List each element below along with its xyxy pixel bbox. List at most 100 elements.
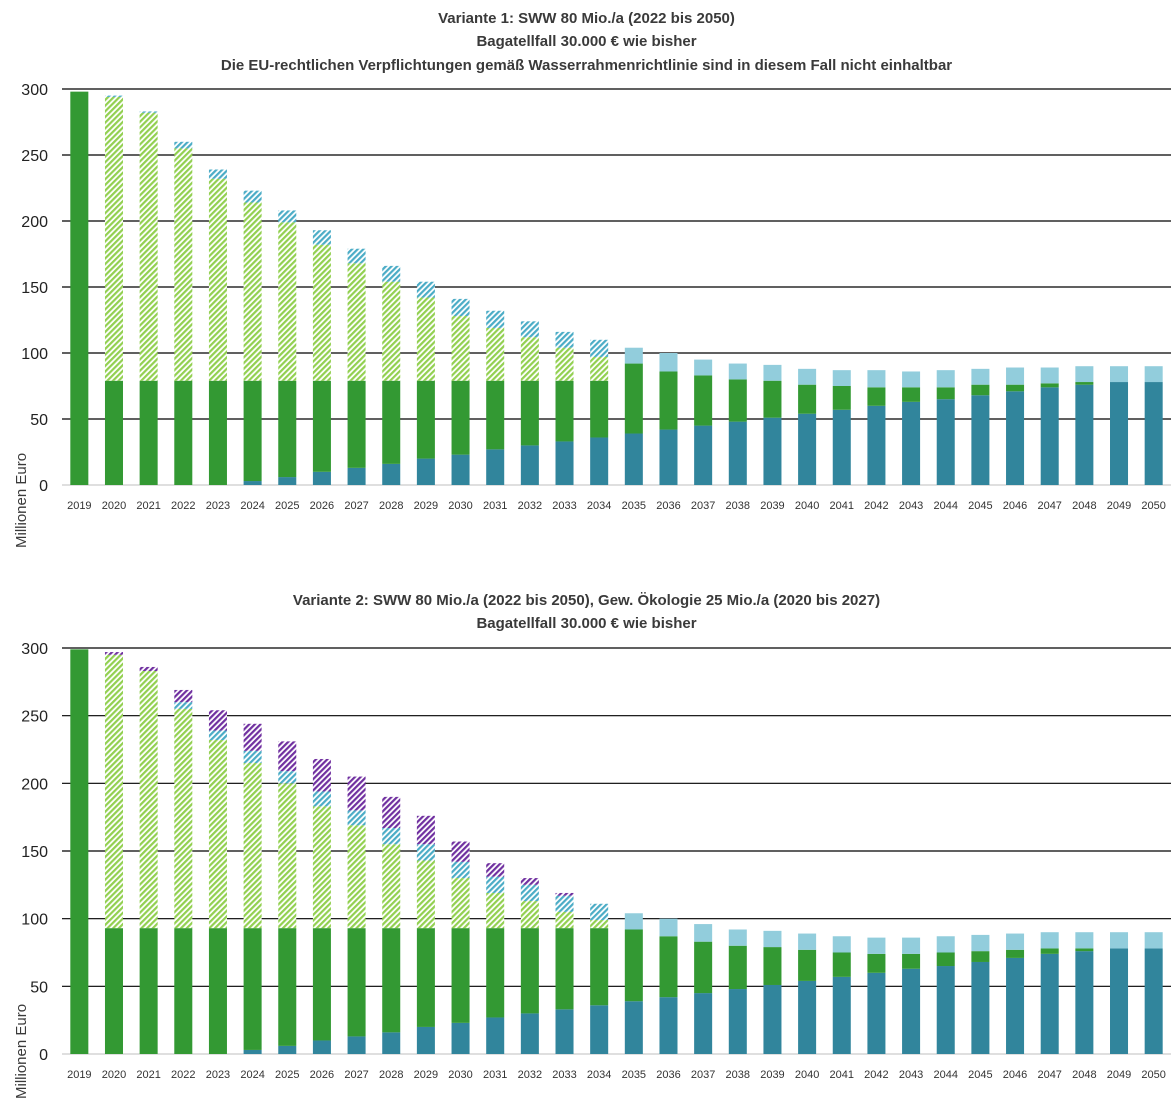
bar-segment xyxy=(520,884,539,902)
bar-segment xyxy=(867,387,886,406)
bar-segment xyxy=(1144,948,1163,1054)
bar-segment xyxy=(832,386,851,410)
bar-segment xyxy=(1006,384,1025,392)
bar-segment xyxy=(902,401,921,485)
x-tick-label: 2034 xyxy=(587,1069,611,1081)
x-tick-label: 2019 xyxy=(67,500,91,512)
bar-segment xyxy=(590,380,609,438)
bar-segment xyxy=(139,671,158,929)
bar-segment xyxy=(347,810,366,826)
bar-segment xyxy=(520,1013,539,1054)
bar-segment xyxy=(278,1045,297,1054)
bar-segment xyxy=(728,989,747,1054)
bar-segment xyxy=(243,1049,262,1054)
bar-segment xyxy=(174,689,193,703)
x-tick-label: 2022 xyxy=(171,1069,195,1081)
bar-segment xyxy=(278,222,297,381)
bar-segment xyxy=(243,380,262,482)
bar-segment xyxy=(902,371,921,388)
bar-segment xyxy=(971,961,990,1054)
x-tick-label: 2042 xyxy=(864,1069,888,1081)
bar-segment xyxy=(694,359,713,376)
y-tick-label: 50 xyxy=(30,412,48,429)
bar-segment xyxy=(936,370,955,388)
x-tick-label: 2028 xyxy=(379,1069,403,1081)
bar-segment xyxy=(867,937,886,954)
bar-segment xyxy=(451,1022,470,1054)
x-tick-label: 2034 xyxy=(587,500,611,512)
y-tick-label: 150 xyxy=(21,280,48,297)
bar-segment xyxy=(312,928,331,1041)
x-tick-label: 2029 xyxy=(414,1069,438,1081)
x-tick-label: 2037 xyxy=(691,1069,715,1081)
x-tick-label: 2035 xyxy=(622,500,646,512)
bar-segment xyxy=(1006,367,1025,385)
bar-segment xyxy=(416,928,435,1027)
x-tick-label: 2025 xyxy=(275,500,299,512)
bar-segment xyxy=(728,945,747,990)
bar-segment xyxy=(902,387,921,402)
bar-segment xyxy=(694,425,713,485)
bar-segment xyxy=(382,928,401,1033)
x-tick-label: 2021 xyxy=(136,1069,160,1081)
bar-segment xyxy=(624,347,643,364)
bar-segment xyxy=(347,928,366,1037)
bar-segment xyxy=(451,928,470,1023)
bar-segment xyxy=(243,202,262,381)
bar-segment xyxy=(520,337,539,381)
x-tick-label: 2039 xyxy=(760,500,784,512)
bar-segment xyxy=(832,409,851,485)
bar-segment xyxy=(971,368,990,385)
bar-segment xyxy=(1075,382,1094,385)
bar-segment xyxy=(1075,932,1094,949)
bar-segment xyxy=(555,895,574,912)
bar-segment xyxy=(347,263,366,381)
bar-segment xyxy=(590,903,609,921)
bar-segment xyxy=(312,471,331,485)
bar-segment xyxy=(520,878,539,885)
y-tick-label: 250 xyxy=(21,148,48,165)
bar-segment xyxy=(278,771,297,784)
bar-segment xyxy=(798,384,817,414)
x-tick-label: 2030 xyxy=(448,500,472,512)
bar-segment xyxy=(278,380,297,478)
x-tick-label: 2026 xyxy=(310,500,334,512)
bar-segment xyxy=(694,924,713,942)
x-tick-label: 2040 xyxy=(795,500,819,512)
bar-segment xyxy=(70,91,89,485)
x-tick-label: 2049 xyxy=(1107,500,1131,512)
bar-segment xyxy=(278,783,297,929)
bar-segment xyxy=(867,370,886,388)
bar-segment xyxy=(1075,366,1094,383)
bar-segment xyxy=(902,968,921,1054)
bar-segment xyxy=(486,449,505,485)
bar-segment xyxy=(382,281,401,381)
y-tick-label: 300 xyxy=(21,641,48,658)
bar-segment xyxy=(1110,948,1129,1054)
x-tick-label: 2041 xyxy=(830,500,854,512)
bar-segment xyxy=(1110,932,1129,949)
y-tick-label: 200 xyxy=(21,776,48,793)
x-tick-label: 2026 xyxy=(310,1069,334,1081)
x-tick-label: 2045 xyxy=(968,1069,992,1081)
bar-segment xyxy=(1006,957,1025,1054)
x-tick-label: 2040 xyxy=(795,1069,819,1081)
bar-segment xyxy=(902,937,921,954)
bar-segment xyxy=(451,841,470,862)
bar-segment xyxy=(763,947,782,985)
x-tick-label: 2035 xyxy=(622,1069,646,1081)
bar-segment xyxy=(832,936,851,953)
bar-segment xyxy=(555,892,574,896)
bar-segment xyxy=(139,928,158,1054)
bar-segment xyxy=(659,936,678,998)
chart1-title-line3: Die EU-rechtlichen Verpflichtungen gemäß… xyxy=(220,57,953,74)
x-tick-label: 2023 xyxy=(206,500,230,512)
bar-segment xyxy=(1006,391,1025,485)
x-tick-label: 2031 xyxy=(483,1069,507,1081)
x-tick-label: 2023 xyxy=(206,1069,230,1081)
bar-segment xyxy=(174,141,193,149)
bar-segment xyxy=(936,936,955,953)
bar-segment xyxy=(694,993,713,1054)
x-tick-label: 2038 xyxy=(726,1069,750,1081)
bar-segment xyxy=(555,380,574,442)
